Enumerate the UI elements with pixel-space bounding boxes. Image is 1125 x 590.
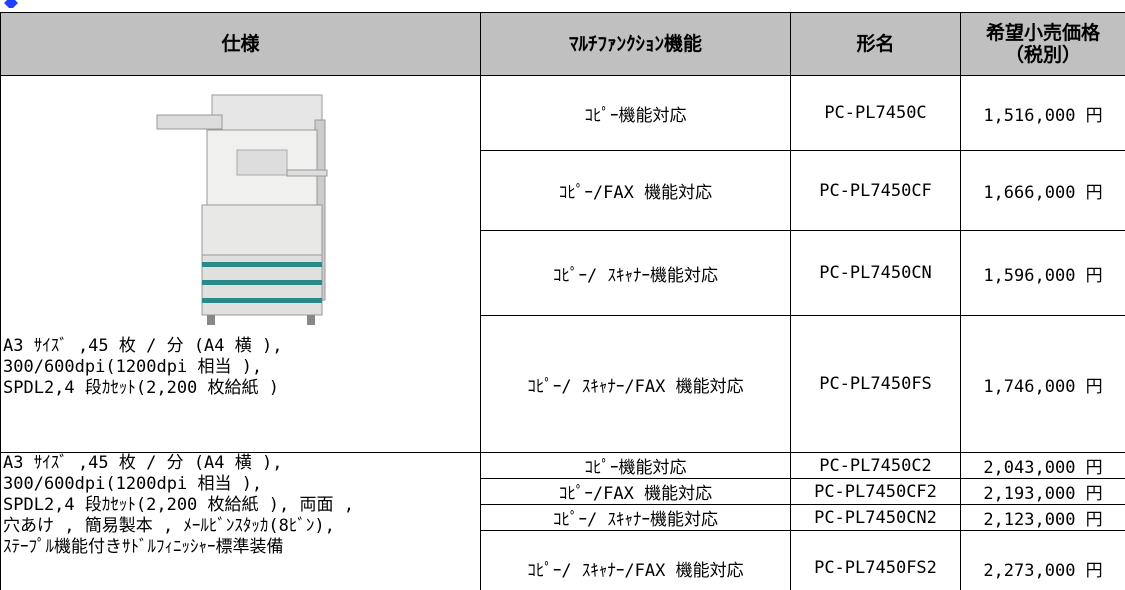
- header-cell: ﾏﾙﾁﾌｧﾝｸｼｮﾝ機能: [480, 12, 791, 76]
- price-cell: 2,193,000 円: [960, 478, 1125, 505]
- function-cell: ｺﾋﾟｰ/FAX 機能対応: [480, 150, 791, 231]
- printer-image: [156, 94, 327, 325]
- function-cell: ｺﾋﾟｰ/ ｽｷｬﾅｰ/FAX 機能対応: [480, 315, 791, 453]
- spec-line: 300/600dpi(1200dpi 相当 ),: [3, 474, 263, 494]
- model-cell: PC-PL7450CN2: [790, 504, 961, 531]
- function-cell: ｺﾋﾟｰ機能対応: [480, 452, 791, 479]
- price-cell: 1,746,000 円: [960, 315, 1125, 453]
- spec-line: ｽﾃｰﾌﾟﾙ機能付きｻﾄﾞﾙﾌｨﾆｯｼｬｰ標準装備: [3, 537, 284, 557]
- price-cell: 1,516,000 円: [960, 75, 1125, 151]
- price-cell: 2,123,000 円: [960, 504, 1125, 531]
- header-row: 仕様 ﾏﾙﾁﾌｧﾝｸｼｮﾝ機能 形名 希望小売価格 （税別）: [0, 12, 1125, 76]
- function-cell: ｺﾋﾟｰ機能対応: [480, 75, 791, 151]
- table-row: ｺﾋﾟｰ/ ｽｷｬﾅｰ/FAX 機能対応 PC-PL7450FS 1,746,000…: [1, 315, 1125, 453]
- price-cell: 2,043,000 円: [960, 452, 1125, 479]
- model-cell: PC-PL7450FS: [790, 315, 961, 453]
- header-cell: 形名: [790, 12, 961, 76]
- bullet-icon: [4, 0, 18, 8]
- spec-text: A3 ｻｲｽﾞ ,45 枚 / 分 (A4 横 ), 300/600dpi(120…: [3, 453, 480, 559]
- image-wrap: [3, 77, 480, 337]
- spec-line: 300/600dpi(1200dpi 相当 ),: [3, 357, 263, 377]
- spec-cell: A3 ｻｲｽﾞ ,45 枚 / 分 (A4 横 ), 300/600dpi(120…: [0, 75, 481, 453]
- model-cell: PC-PL7450C: [790, 75, 961, 151]
- table-row: ｺﾋﾟｰ/ ｽｷｬﾅｰ/FAX 機能対応 PC-PL7450FS2 2,273,00…: [1, 530, 1125, 590]
- model-cell: PC-PL7450CN: [790, 230, 961, 316]
- function-cell: ｺﾋﾟｰ/ ｽｷｬﾅｰ機能対応: [480, 504, 791, 531]
- product-table: 仕様 ﾏﾙﾁﾌｧﾝｸｼｮﾝ機能 形名 希望小売価格 （税別） A3 ｻｲｽﾞ ,45 枚…: [0, 12, 1125, 590]
- table-row: A3 ｻｲｽﾞ ,45 枚 / 分 (A4 横 ), 300/600dpi(120…: [0, 75, 1125, 453]
- function-cell: ｺﾋﾟｰ/ ｽｷｬﾅｰ機能対応: [480, 230, 791, 316]
- header-cell: 仕様: [0, 12, 481, 76]
- function-cell: ｺﾋﾟｰ/FAX 機能対応: [480, 478, 791, 505]
- header-line: 希望小売価格: [985, 22, 1100, 44]
- header-line: （税別）: [1004, 44, 1081, 66]
- top-strip: [0, 0, 1125, 12]
- price-cell: 1,666,000 円: [960, 150, 1125, 231]
- spec-cell: A3 ｻｲｽﾞ ,45 枚 / 分 (A4 横 ), 300/600dpi(120…: [0, 452, 481, 590]
- spec-box: A3 ｻｲｽﾞ ,45 枚 / 分 (A4 横 ), 300/600dpi(120…: [3, 453, 480, 559]
- spec-line: SPDL2,4 段ｶｾｯﾄ(2,200 枚給紙 ): [3, 378, 279, 398]
- spec-text: A3 ｻｲｽﾞ ,45 枚 / 分 (A4 横 ), 300/600dpi(120…: [3, 336, 480, 399]
- table-row: ｺﾋﾟｰ/FAX 機能対応 PC-PL7450CF2 2,193,000 円: [1, 478, 1125, 505]
- spec-line: A3 ｻｲｽﾞ ,45 枚 / 分 (A4 横 ),: [3, 453, 283, 474]
- spec-line: 穴あけ , 簡易製本 , ﾒｰﾙﾋﾞﾝｽﾀｯｶ(8ﾋﾞﾝ),: [3, 516, 335, 536]
- price-cell: 2,273,000 円: [960, 530, 1125, 590]
- header-cell: 希望小売価格 （税別）: [960, 12, 1125, 76]
- table-row: A3 ｻｲｽﾞ ,45 枚 / 分 (A4 横 ), 300/600dpi(120…: [0, 452, 1125, 590]
- table-row: ｺﾋﾟｰ/ ｽｷｬﾅｰ機能対応 PC-PL7450CN2 2,123,000 円: [1, 504, 1125, 531]
- price-cell: 1,596,000 円: [960, 230, 1125, 316]
- model-cell: PC-PL7450C2: [790, 452, 961, 479]
- function-cell: ｺﾋﾟｰ/ ｽｷｬﾅｰ/FAX 機能対応: [480, 530, 791, 590]
- model-cell: PC-PL7450FS2: [790, 530, 961, 590]
- spec-line: A3 ｻｲｽﾞ ,45 枚 / 分 (A4 横 ),: [3, 336, 283, 356]
- spec-line: SPDL2,4 段ｶｾｯﾄ(2,200 枚給紙 ), 両面 ,: [3, 495, 354, 515]
- spec-box: A3 ｻｲｽﾞ ,45 枚 / 分 (A4 横 ), 300/600dpi(120…: [3, 77, 480, 400]
- table-row: ｺﾋﾟｰ/ ｽｷｬﾅｰ機能対応 PC-PL7450CN 1,596,000 円: [1, 230, 1125, 316]
- model-cell: PC-PL7450CF2: [790, 478, 961, 505]
- model-cell: PC-PL7450CF: [790, 150, 961, 231]
